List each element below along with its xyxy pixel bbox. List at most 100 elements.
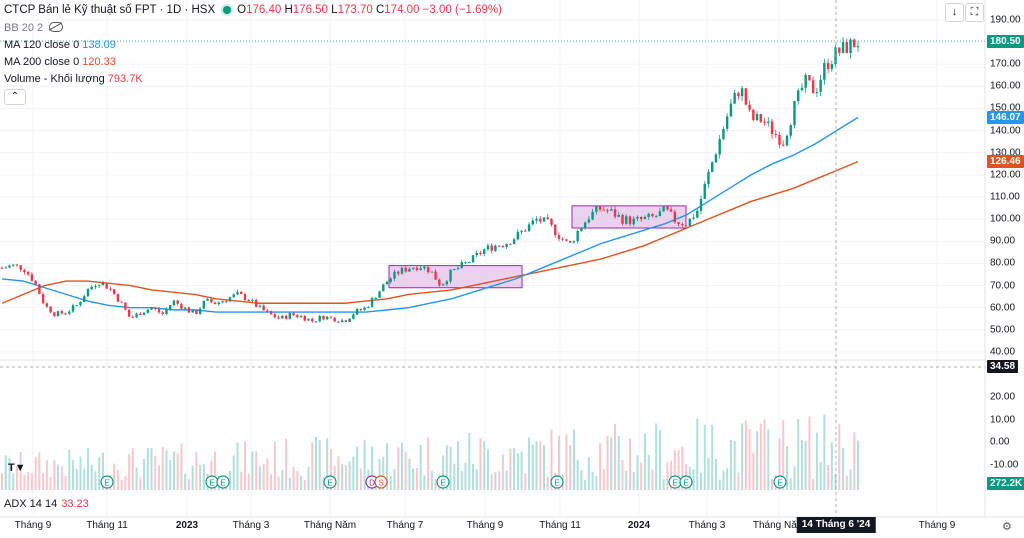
crosshair-price-tag: 34.58 xyxy=(987,360,1019,373)
candle-body xyxy=(804,74,807,88)
candle-body xyxy=(632,218,635,225)
volume-bar xyxy=(483,441,486,490)
candle-body xyxy=(340,320,344,323)
candle-body xyxy=(808,74,811,81)
ma120-polyline xyxy=(1,116,859,313)
candle-body xyxy=(359,308,363,310)
volume-bar xyxy=(617,436,620,490)
candle-body xyxy=(576,231,579,242)
candle-body xyxy=(591,211,594,220)
event-marker-letter: E xyxy=(440,479,445,488)
candle-body xyxy=(281,315,284,319)
volume-bar xyxy=(505,470,508,490)
ma200-line xyxy=(1,160,859,304)
candle-body xyxy=(561,238,564,240)
candle-body xyxy=(109,288,112,290)
candle-body xyxy=(165,309,168,315)
candle-body xyxy=(554,224,557,236)
candle-body xyxy=(696,210,699,218)
candle-body xyxy=(288,312,292,319)
candle-body xyxy=(628,216,632,225)
bb-legend[interactable]: BB 20 2 xyxy=(4,21,64,35)
volume-bar xyxy=(838,423,841,490)
volume-bar xyxy=(673,450,676,490)
event-marker-letter: E xyxy=(327,479,332,488)
candle-body xyxy=(393,271,396,279)
volume-bar xyxy=(45,460,48,490)
volume-bar xyxy=(270,474,273,490)
candle-body xyxy=(161,312,164,315)
volume-bar xyxy=(744,420,747,490)
candle-body xyxy=(389,278,392,282)
candle-body xyxy=(774,133,777,135)
down-arrow-icon[interactable]: ↓ xyxy=(945,3,964,22)
volume-bar xyxy=(79,456,82,490)
time-tick-label: Tháng 7 xyxy=(386,520,424,531)
volume-bar xyxy=(647,454,650,490)
time-tick-label: 2024 xyxy=(627,520,651,531)
candle-body xyxy=(94,286,97,288)
volume-bar xyxy=(408,458,411,490)
ma120-legend[interactable]: MA 120 close 0 138.09 xyxy=(4,39,116,51)
candle-body xyxy=(673,211,677,223)
adx-tick-label: 0.00 xyxy=(990,436,1010,448)
candle-body xyxy=(744,88,748,105)
adx-tick-label: 10.00 xyxy=(990,414,1016,426)
candle-body xyxy=(643,216,647,220)
hidden-eye-icon[interactable] xyxy=(49,22,64,32)
volume-bar xyxy=(457,441,460,490)
volume-legend[interactable]: Volume - Khối lượng 793.7K xyxy=(4,73,143,85)
volume-bar xyxy=(655,423,658,490)
volume-bar xyxy=(658,429,661,490)
candle-body xyxy=(456,268,460,270)
candle-body xyxy=(258,305,262,307)
symbol-legend[interactable]: CTCP Bán lẻ Kỹ thuật số FPT · 1D · HSX O1… xyxy=(4,4,502,16)
volume-bar xyxy=(49,477,52,490)
candle-body xyxy=(449,269,452,282)
event-marker-icon: E xyxy=(668,475,682,489)
event-marker-letter: E xyxy=(777,479,782,488)
volume-bar xyxy=(815,432,818,490)
volume-bar xyxy=(262,464,265,490)
candle-body xyxy=(445,281,449,285)
candle-body xyxy=(505,243,508,248)
candle-body xyxy=(849,39,852,53)
price-tick-label: 160.00 xyxy=(990,80,1021,92)
event-marker-circle xyxy=(374,475,388,489)
candle-body xyxy=(105,282,108,289)
candle-body xyxy=(483,249,486,254)
ma200-legend[interactable]: MA 200 close 0 120.33 xyxy=(4,56,116,68)
volume-bar xyxy=(165,450,168,490)
volume-bar xyxy=(311,442,314,490)
volume-bar xyxy=(94,471,97,490)
volume-bar xyxy=(442,455,445,490)
collapse-legend-button[interactable]: ⌃ xyxy=(4,89,26,105)
volume-bar xyxy=(729,439,732,490)
volume-bar xyxy=(131,447,134,490)
candle-body xyxy=(273,314,277,318)
candle-body xyxy=(666,206,669,210)
candle-body xyxy=(311,318,314,322)
volume-bar xyxy=(625,470,628,490)
tradingview-logo[interactable]: T▼ xyxy=(8,462,26,474)
candle-body xyxy=(767,121,770,123)
gear-icon[interactable]: ⚙ xyxy=(1002,521,1012,533)
adx-tick-label: 20.00 xyxy=(990,391,1016,403)
volume-bar xyxy=(808,416,811,490)
volume-bar xyxy=(53,460,56,490)
candle-body xyxy=(737,92,740,97)
volume-bar xyxy=(677,449,680,490)
volume-bar xyxy=(471,463,474,490)
volume-bar xyxy=(60,466,63,490)
candle-body xyxy=(699,198,703,211)
event-marker-circle xyxy=(436,475,450,489)
maximize-icon[interactable]: ⛶ xyxy=(965,3,984,22)
price-tick-label: 110.00 xyxy=(990,191,1020,203)
volume-bars xyxy=(1,414,859,490)
volume-bar xyxy=(763,418,766,490)
time-tick-label: Tháng Năm xyxy=(752,520,806,531)
candle-body xyxy=(565,239,568,241)
adx-legend[interactable]: ADX 14 14 33.23 xyxy=(4,498,89,510)
volume-bar xyxy=(662,479,665,490)
